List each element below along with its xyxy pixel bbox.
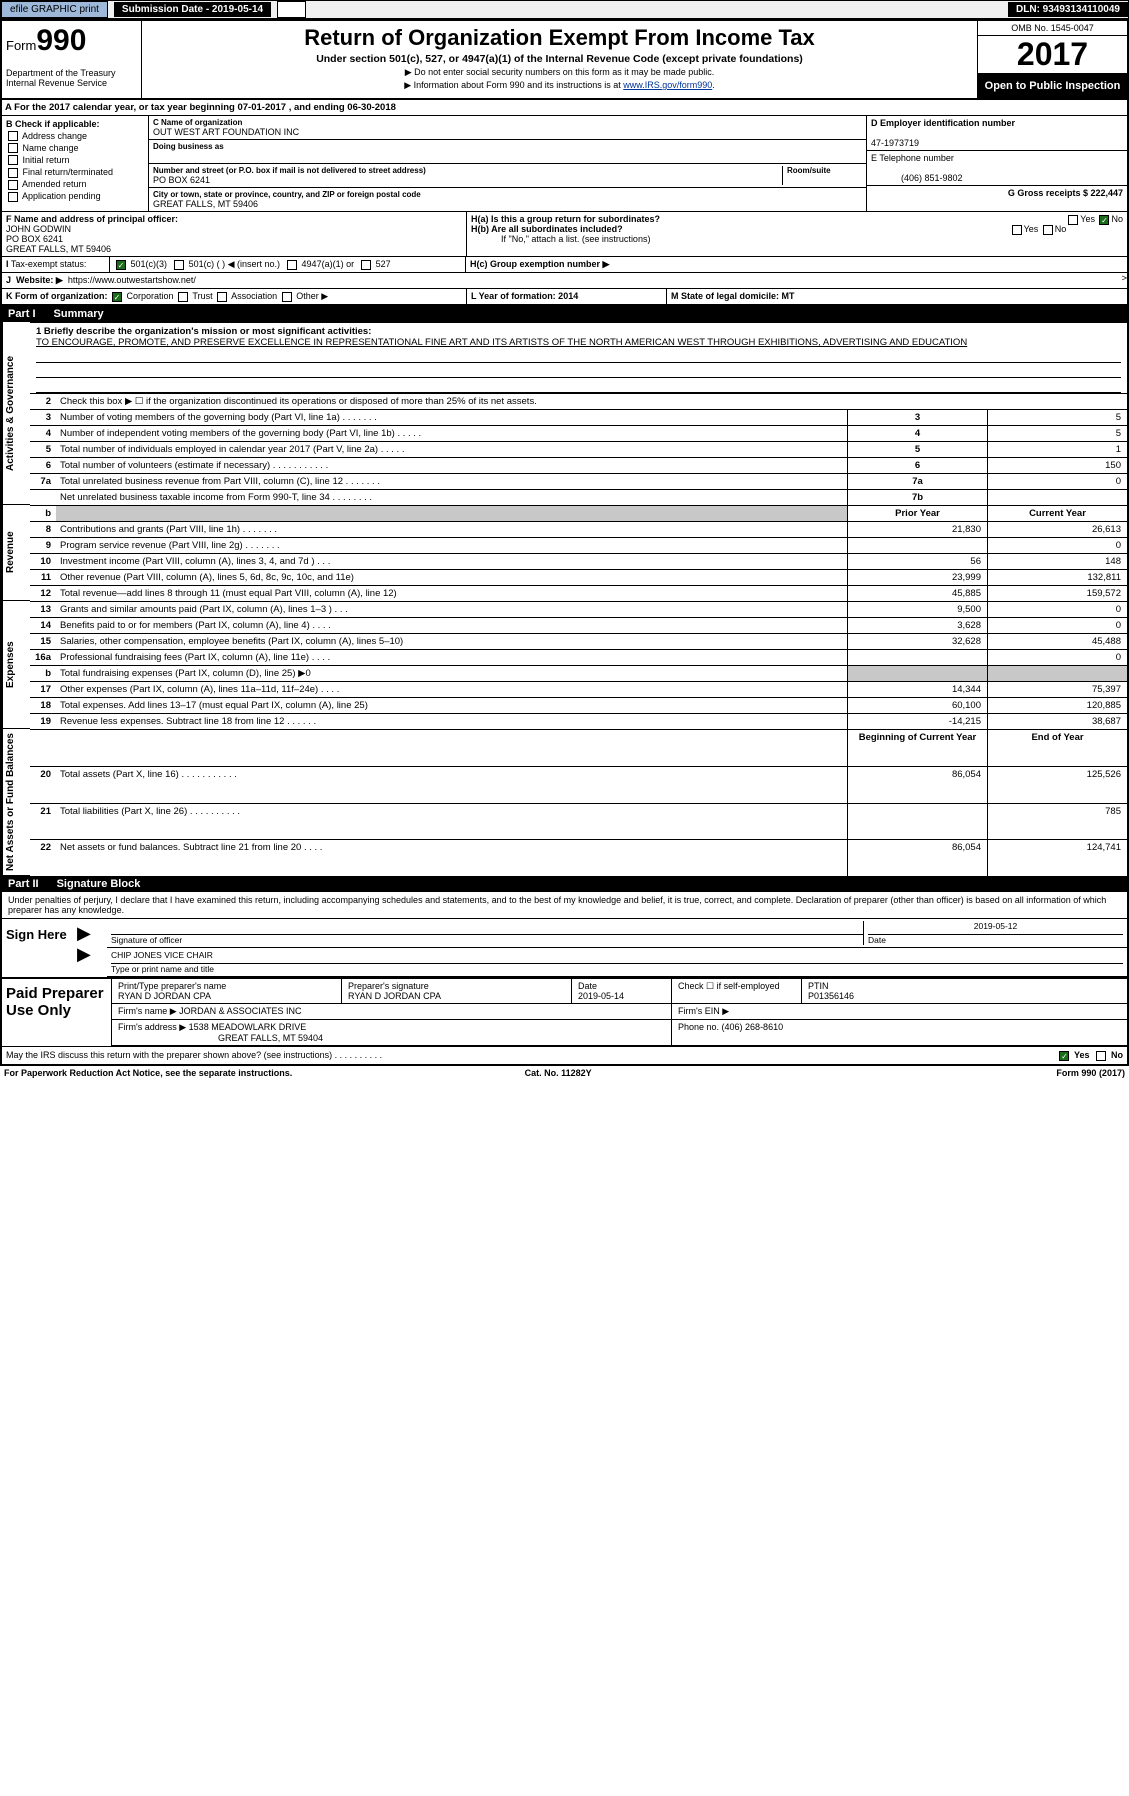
form-note-2: ▶ Information about Form 990 and its ins… bbox=[150, 80, 969, 91]
treasury-dept: Department of the Treasury Internal Reve… bbox=[6, 68, 137, 88]
sign-arrow-icon: ▶▶ bbox=[77, 919, 107, 977]
officer-label: F Name and address of principal officer: bbox=[6, 214, 178, 224]
phone-label: E Telephone number bbox=[871, 153, 954, 163]
ptin: P01356146 bbox=[808, 991, 854, 1001]
firm-address: 1538 MEADOWLARK DRIVE bbox=[189, 1022, 307, 1032]
officer-printed-name: CHIP JONES VICE CHAIR bbox=[111, 950, 1123, 964]
org-name: OUT WEST ART FOUNDATION INC bbox=[153, 127, 862, 137]
line2: Check this box ▶ ☐ if the organization d… bbox=[56, 393, 1127, 409]
org-name-label: C Name of organization bbox=[153, 118, 862, 127]
website-value: https://www.outwestartshow.net/ bbox=[68, 275, 196, 285]
tax-year: 2017 bbox=[978, 36, 1127, 74]
dba-label: Doing business as bbox=[153, 142, 862, 151]
cat-expenses: Expenses bbox=[2, 601, 30, 729]
preparer-sig: RYAN D JORDAN CPA bbox=[348, 991, 441, 1001]
officer-name: JOHN GODWIN bbox=[6, 224, 71, 234]
form-org-label: K Form of organization: bbox=[6, 291, 108, 301]
submission-date-box bbox=[277, 1, 306, 18]
firm-ein: Firm's EIN ▶ bbox=[672, 1004, 1127, 1019]
summary-table: Activities & Governance 1 Briefly descri… bbox=[2, 322, 1127, 876]
irs-link[interactable]: www.IRS.gov/form990 bbox=[623, 80, 712, 90]
tax-exempt-label: Tax-exempt status: bbox=[11, 259, 87, 269]
ein-value: 47-1973719 bbox=[871, 138, 919, 148]
hb-note: If "No," attach a list. (see instruction… bbox=[471, 234, 1123, 244]
address-label: Number and street (or P.O. box if mail i… bbox=[153, 166, 782, 175]
line1-text: TO ENCOURAGE, PROMOTE, AND PRESERVE EXCE… bbox=[36, 337, 967, 348]
efile-print-button[interactable]: efile GRAPHIC print bbox=[1, 1, 108, 18]
state-domicile: M State of legal domicile: MT bbox=[671, 291, 795, 301]
room-label: Room/suite bbox=[787, 166, 862, 175]
part-1-header: Part I Summary bbox=[2, 306, 1127, 322]
ein-label: D Employer identification number bbox=[871, 118, 1015, 128]
part-2-header: Part II Signature Block bbox=[2, 876, 1127, 892]
sig-date: 2019-05-12 bbox=[868, 921, 1123, 935]
form-header: Form990 Department of the Treasury Inter… bbox=[2, 21, 1127, 100]
submission-date-label: Submission Date - 2019-05-14 bbox=[114, 2, 271, 17]
address: PO BOX 6241 bbox=[153, 175, 782, 185]
perjury-note: Under penalties of perjury, I declare th… bbox=[2, 892, 1127, 918]
paid-preparer-label: Paid Preparer Use Only bbox=[2, 979, 112, 1046]
form-footer: Form 990 (2017) bbox=[1056, 1068, 1125, 1078]
firm-name: JORDAN & ASSOCIATES INC bbox=[179, 1006, 301, 1016]
discuss-question: May the IRS discuss this return with the… bbox=[6, 1050, 382, 1061]
cat-revenue: Revenue bbox=[2, 505, 30, 601]
form-note-1: ▶ Do not enter social security numbers o… bbox=[150, 67, 969, 78]
dln-label: DLN: 93493134110049 bbox=[1008, 2, 1128, 17]
form-body: Form990 Department of the Treasury Inter… bbox=[0, 19, 1129, 1066]
officer-addr2: GREAT FALLS, MT 59406 bbox=[6, 244, 111, 254]
form-subtitle: Under section 501(c), 527, or 4947(a)(1)… bbox=[150, 53, 969, 65]
city-label: City or town, state or province, country… bbox=[153, 190, 862, 199]
year-formation: L Year of formation: 2014 bbox=[471, 291, 578, 301]
paperwork-notice: For Paperwork Reduction Act Notice, see … bbox=[4, 1068, 292, 1078]
row-a-tax-year: A For the 2017 calendar year, or tax yea… bbox=[2, 100, 1127, 116]
sig-officer-label: Signature of officer bbox=[111, 935, 182, 945]
cat-netassets: Net Assets or Fund Balances bbox=[2, 729, 30, 876]
officer-addr1: PO BOX 6241 bbox=[6, 234, 63, 244]
omb-number: OMB No. 1545-0047 bbox=[978, 21, 1127, 36]
preparer-date: 2019-05-14 bbox=[578, 991, 624, 1001]
box-b-checkboxes: B Check if applicable: Address change Na… bbox=[2, 116, 149, 211]
top-bar: efile GRAPHIC print Submission Date - 20… bbox=[0, 0, 1129, 19]
line1-label: 1 Briefly describe the organization's mi… bbox=[36, 326, 371, 337]
open-public-badge: Open to Public Inspection bbox=[978, 74, 1127, 98]
firm-phone: Phone no. (406) 268-8610 bbox=[672, 1020, 1127, 1045]
phone-value: (406) 851-9802 bbox=[871, 173, 963, 183]
gross-receipts: G Gross receipts $ 222,447 bbox=[1008, 188, 1123, 198]
hb-label: H(b) Are all subordinates included? bbox=[471, 224, 623, 234]
sign-here-label: Sign Here bbox=[2, 919, 77, 977]
website-label: Website: ▶ bbox=[16, 275, 63, 285]
sig-date-label: Date bbox=[868, 935, 886, 945]
cat-number: Cat. No. 11282Y bbox=[525, 1068, 592, 1078]
form-title: Return of Organization Exempt From Incom… bbox=[150, 25, 969, 51]
self-employed-check[interactable]: Check ☐ if self-employed bbox=[672, 979, 802, 1003]
preparer-name: RYAN D JORDAN CPA bbox=[118, 991, 211, 1001]
form-number: Form990 bbox=[6, 24, 137, 58]
city-state-zip: GREAT FALLS, MT 59406 bbox=[153, 199, 862, 209]
hc-label: H(c) Group exemption number ▶ bbox=[470, 259, 609, 269]
ha-label: H(a) Is this a group return for subordin… bbox=[471, 214, 660, 224]
cat-activities: Activities & Governance bbox=[2, 322, 30, 505]
officer-printed-label: Type or print name and title bbox=[111, 964, 214, 974]
